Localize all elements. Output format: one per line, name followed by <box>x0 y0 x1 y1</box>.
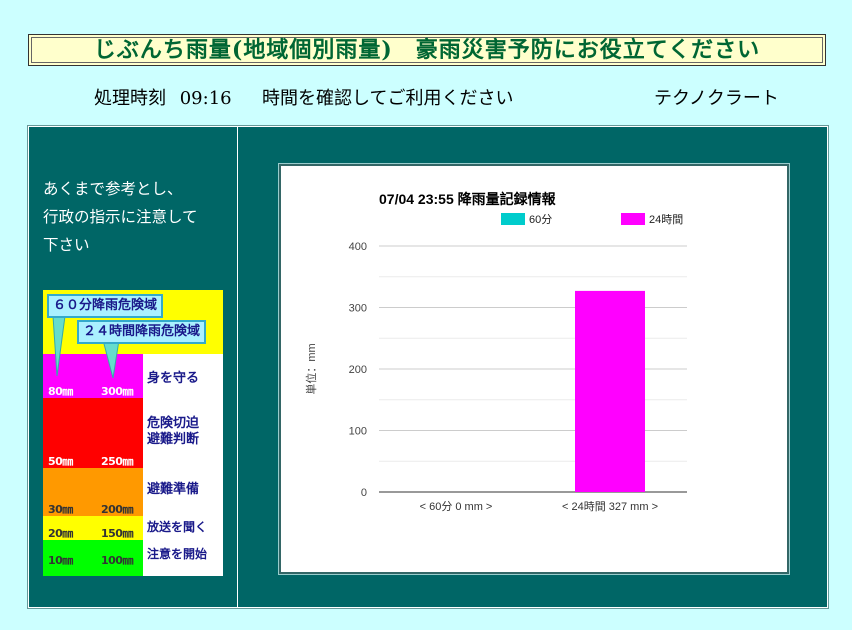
y-tick-label: 0 <box>361 487 367 499</box>
band-orange <box>43 468 143 516</box>
chart-svg: 07/04 23:55 降雨量記録情報 60分 24時間 0 100 200 300 400 単… <box>304 191 687 513</box>
band-green <box>43 540 143 576</box>
y-tick-label: 300 <box>349 303 367 315</box>
callout-24h: ２４時間降雨危険域 <box>77 320 207 344</box>
band-value: 200㎜ <box>101 503 133 516</box>
y-tick-label: 400 <box>349 241 367 253</box>
confirm-text: 時間を確認してご利用ください <box>262 88 514 109</box>
x-tick-label: < 60分 0 mm > <box>420 500 493 513</box>
page-title: じぶんち雨量(地域個別雨量) 豪雨災害予防にお役立てください <box>28 34 826 66</box>
y-axis-label: 単位：mm <box>304 343 318 394</box>
band-red <box>43 398 143 468</box>
band-value: 80㎜ <box>48 385 73 398</box>
processing-time: 処理時刻 09:16 <box>94 84 232 109</box>
chart-title: 07/04 23:55 降雨量記録情報 <box>379 191 557 207</box>
band-value: 30㎜ <box>48 503 73 516</box>
action-label: 放送を聞く <box>147 520 208 534</box>
y-tick-label: 200 <box>349 364 367 376</box>
main-panel: あくまで参考とし、 行政の指示に注意して 下さい ６０分降雨危険域 ２４時間降雨… <box>27 125 829 609</box>
action-label: 危険切迫 <box>147 416 200 431</box>
band-value: 20㎜ <box>48 527 73 540</box>
band-value: 100㎜ <box>101 554 133 567</box>
action-label: 避難判断 <box>147 432 200 447</box>
action-label: 身を守る <box>147 371 200 386</box>
bar-24時間 <box>575 290 645 492</box>
legend-label: 60分 <box>529 213 552 226</box>
time-value: 09:16 <box>179 88 232 109</box>
legend-swatch <box>621 213 645 225</box>
legend-label: 24時間 <box>649 213 683 226</box>
notice-line: 下さい <box>43 236 90 254</box>
rainfall-chart: 07/04 23:55 降雨量記録情報 60分 24時間 0 100 200 300 400 単… <box>278 163 790 575</box>
band-value: 300㎜ <box>101 385 133 398</box>
action-label: 注意を開始 <box>147 547 208 561</box>
band-value: 250㎜ <box>101 455 133 468</box>
y-tick-label: 100 <box>349 426 367 438</box>
legend-swatch <box>501 213 525 225</box>
x-tick-label: < 24時間 327 mm > <box>562 500 658 513</box>
notice-text: あくまで参考とし、 行政の指示に注意して 下さい <box>43 175 233 259</box>
notice-line: 行政の指示に注意して <box>43 208 198 226</box>
left-panel: あくまで参考とし、 行政の指示に注意して 下さい ６０分降雨危険域 ２４時間降雨… <box>29 127 238 607</box>
action-label: 避難準備 <box>147 482 200 497</box>
band-yellow <box>43 516 143 540</box>
band-value: 150㎜ <box>101 527 133 540</box>
notice-line: あくまで参考とし、 <box>43 180 183 198</box>
callout-60min: ６０分降雨危険域 <box>47 294 164 318</box>
band-magenta <box>43 354 143 398</box>
band-value: 10㎜ <box>48 554 73 567</box>
company-name: テクノクラート <box>654 88 779 109</box>
band-value: 50㎜ <box>48 455 73 468</box>
danger-legend: ６０分降雨危険域 ２４時間降雨危険域 80㎜ 300㎜ 50㎜ 250㎜ 30㎜… <box>43 290 223 576</box>
time-label: 処理時刻 <box>94 88 166 109</box>
